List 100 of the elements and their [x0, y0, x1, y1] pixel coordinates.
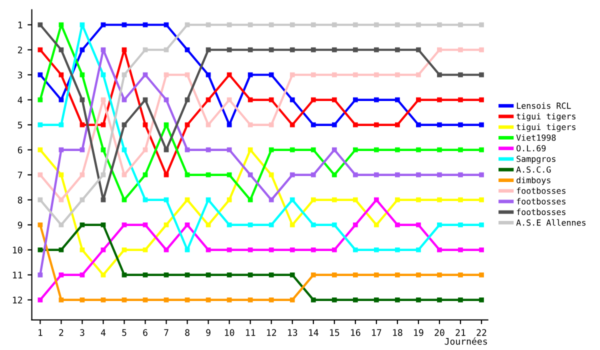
- point: [395, 197, 400, 202]
- y-tick-label: 6: [18, 146, 22, 154]
- point: [248, 197, 253, 202]
- point: [352, 172, 358, 178]
- point: [458, 172, 463, 178]
- y-tick-label: 5: [18, 122, 22, 128]
- point: [206, 147, 211, 152]
- point: [268, 147, 274, 152]
- point: [80, 247, 85, 252]
- point: [142, 247, 148, 252]
- point: [437, 272, 442, 278]
- point: [290, 97, 295, 102]
- point: [122, 47, 127, 52]
- point: [226, 247, 232, 252]
- point: [80, 147, 85, 152]
- point: [395, 222, 400, 228]
- point: [458, 247, 463, 252]
- point: [226, 297, 232, 302]
- point: [226, 122, 232, 128]
- point: [142, 172, 148, 178]
- point: [184, 22, 190, 28]
- point: [248, 297, 253, 302]
- point: [80, 22, 85, 28]
- point: [416, 297, 421, 302]
- legend-label: A.S.C.G: [516, 166, 551, 173]
- point: [332, 97, 337, 102]
- point: [374, 122, 379, 128]
- point: [310, 122, 316, 128]
- point: [332, 297, 337, 302]
- point: [290, 197, 295, 202]
- y-tick-label: 7: [18, 172, 22, 178]
- point: [458, 297, 463, 302]
- point: [268, 222, 274, 228]
- point: [80, 222, 85, 228]
- x-tick-label: 14: [309, 329, 318, 336]
- point: [395, 72, 400, 78]
- point: [248, 97, 253, 102]
- point: [352, 147, 358, 152]
- point: [352, 122, 358, 128]
- point: [268, 297, 274, 302]
- point: [458, 147, 463, 152]
- point: [416, 22, 421, 28]
- point: [268, 272, 274, 278]
- point: [206, 122, 211, 128]
- point: [395, 247, 400, 252]
- point: [226, 47, 232, 52]
- point: [395, 22, 400, 28]
- x-tick-label: 19: [414, 329, 424, 336]
- point: [290, 22, 295, 28]
- point: [352, 272, 358, 278]
- point: [374, 22, 379, 28]
- point: [479, 122, 484, 128]
- x-axis-title: Journées: [444, 337, 487, 345]
- point: [437, 297, 442, 302]
- point: [458, 72, 463, 78]
- legend-label: footbosses: [516, 187, 566, 194]
- point: [100, 147, 106, 152]
- point: [290, 297, 295, 302]
- point: [100, 222, 106, 228]
- point: [374, 222, 379, 228]
- point: [290, 47, 295, 52]
- point: [416, 222, 421, 228]
- point: [164, 147, 169, 152]
- point: [437, 72, 442, 78]
- point: [310, 147, 316, 152]
- point: [164, 197, 169, 202]
- point: [310, 222, 316, 228]
- point: [100, 197, 106, 202]
- point: [416, 72, 421, 78]
- point: [479, 297, 484, 302]
- x-tick-label: 2: [59, 329, 64, 336]
- point: [352, 247, 358, 252]
- point: [458, 272, 463, 278]
- point: [206, 22, 211, 28]
- point: [58, 47, 64, 52]
- point: [80, 197, 85, 202]
- point: [479, 22, 484, 28]
- point: [80, 97, 85, 102]
- point: [374, 247, 379, 252]
- point: [395, 272, 400, 278]
- point: [268, 72, 274, 78]
- point: [226, 22, 232, 28]
- point: [332, 122, 337, 128]
- point: [58, 147, 64, 152]
- point: [142, 97, 148, 102]
- point: [184, 247, 190, 252]
- point: [332, 47, 337, 52]
- point: [374, 147, 379, 152]
- point: [310, 47, 316, 52]
- x-tick-label: 15: [330, 329, 340, 336]
- point: [206, 247, 211, 252]
- x-tick-label: 17: [372, 329, 382, 336]
- point: [142, 222, 148, 228]
- point: [332, 272, 337, 278]
- point: [332, 247, 337, 252]
- point: [458, 22, 463, 28]
- point: [248, 147, 253, 152]
- x-tick-label: 13: [288, 329, 298, 336]
- point: [164, 172, 169, 178]
- point: [290, 172, 295, 178]
